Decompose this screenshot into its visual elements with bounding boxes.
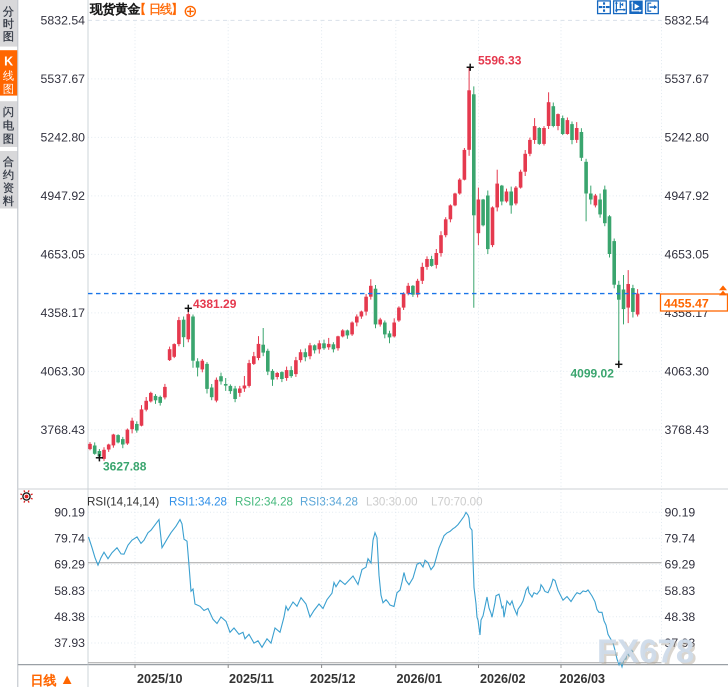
- svg-text:5832.54: 5832.54: [41, 14, 86, 28]
- svg-text:RSI2:34.28: RSI2:34.28: [235, 496, 293, 509]
- svg-text:2025/10: 2025/10: [137, 672, 183, 686]
- svg-text:2025/12: 2025/12: [310, 672, 356, 686]
- svg-text:L70:70.00: L70:70.00: [431, 496, 483, 509]
- svg-text:58.83: 58.83: [665, 584, 696, 598]
- svg-text:FX678: FX678: [597, 633, 694, 670]
- svg-text:4381.29: 4381.29: [193, 297, 237, 311]
- svg-text:5832.54: 5832.54: [665, 14, 710, 28]
- svg-text:RSI3:34.28: RSI3:34.28: [300, 496, 358, 509]
- svg-text:5242.80: 5242.80: [665, 131, 710, 145]
- svg-text:L30:30.00: L30:30.00: [366, 496, 418, 509]
- svg-text:79.74: 79.74: [665, 532, 696, 546]
- svg-text:2026/01: 2026/01: [397, 672, 443, 686]
- svg-text:4653.05: 4653.05: [41, 248, 86, 262]
- svg-text:RSI1:34.28: RSI1:34.28: [169, 496, 227, 509]
- svg-text:69.29: 69.29: [54, 558, 85, 572]
- svg-text:4653.05: 4653.05: [665, 248, 710, 262]
- svg-text:2026/03: 2026/03: [560, 672, 606, 686]
- svg-text:4358.17: 4358.17: [41, 306, 86, 320]
- svg-text:5242.80: 5242.80: [41, 131, 86, 145]
- svg-text:5537.67: 5537.67: [665, 72, 710, 86]
- svg-text:3627.88: 3627.88: [103, 460, 147, 474]
- svg-text:58.83: 58.83: [54, 584, 85, 598]
- svg-text:37.93: 37.93: [665, 636, 696, 650]
- svg-text:K: K: [4, 54, 13, 68]
- svg-text:4455.47: 4455.47: [664, 297, 709, 311]
- svg-text:3768.43: 3768.43: [665, 423, 710, 437]
- svg-text:4063.30: 4063.30: [41, 365, 86, 379]
- svg-text:4099.02: 4099.02: [571, 367, 615, 381]
- svg-text:48.38: 48.38: [665, 610, 696, 624]
- svg-text:5537.67: 5537.67: [41, 72, 86, 86]
- svg-text:4947.92: 4947.92: [41, 189, 86, 203]
- svg-text:3768.43: 3768.43: [41, 423, 86, 437]
- svg-text:4063.30: 4063.30: [665, 365, 710, 379]
- svg-text:79.74: 79.74: [54, 532, 85, 546]
- svg-text:FX678: FX678: [599, 635, 696, 672]
- svg-text:48.38: 48.38: [54, 610, 85, 624]
- svg-text:2026/02: 2026/02: [480, 672, 526, 686]
- svg-text:90.19: 90.19: [665, 505, 696, 519]
- svg-text:90.19: 90.19: [54, 505, 85, 519]
- svg-text:4947.92: 4947.92: [665, 189, 710, 203]
- svg-text:2025/11: 2025/11: [229, 672, 274, 686]
- svg-text:5596.33: 5596.33: [478, 54, 522, 68]
- svg-text:37.93: 37.93: [54, 636, 85, 650]
- svg-text:69.29: 69.29: [665, 558, 696, 572]
- svg-text:RSI(14,14,14): RSI(14,14,14): [87, 496, 159, 509]
